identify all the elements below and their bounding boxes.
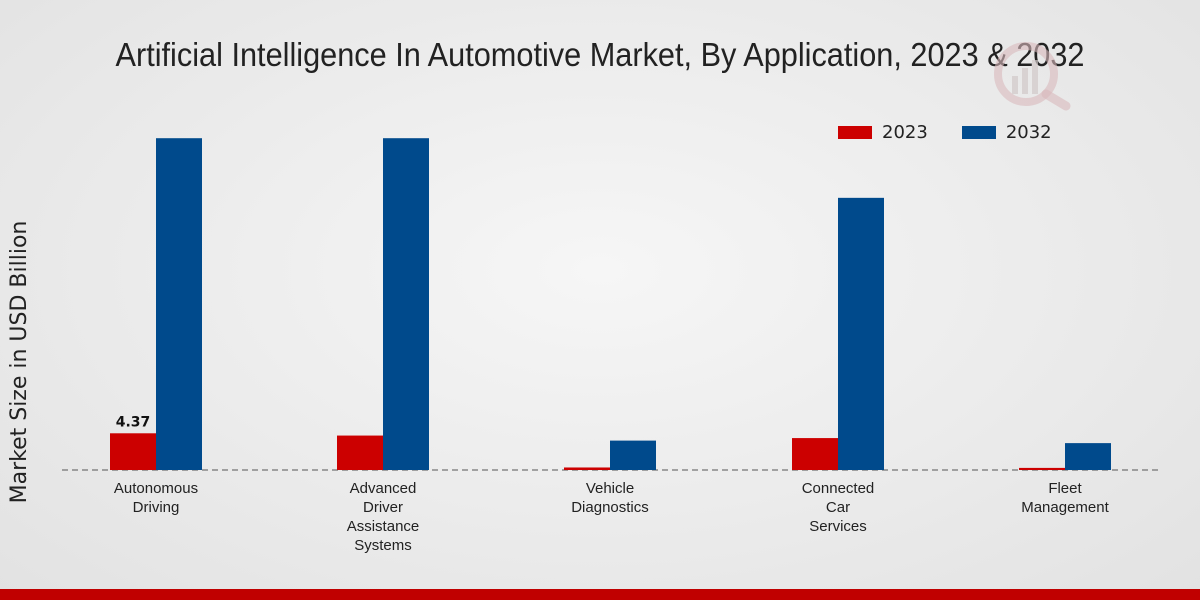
bar-2032-3 — [838, 197, 884, 470]
x-tick-label-0: Autonomous Driving — [114, 480, 198, 516]
bar-2023-2 — [564, 467, 610, 470]
x-tick-label-2: Vehicle Diagnostics — [571, 480, 649, 516]
bar-2032-1 — [383, 138, 429, 470]
chart-legend: 2023 2032 — [838, 122, 1086, 143]
legend-label-2032: 2032 — [1005, 122, 1052, 143]
chart-title: Artificial Intelligence In Automotive Ma… — [115, 36, 1085, 73]
bar-2032-2 — [610, 440, 656, 470]
legend-label-2023: 2023 — [882, 122, 928, 143]
y-axis-label: Market Size in USD Billion — [7, 221, 32, 504]
legend-item-2023: 2023 — [838, 122, 928, 143]
bar-2032-0 — [156, 138, 202, 470]
bar-2023-3 — [792, 438, 838, 470]
bar-2023-0 — [110, 433, 156, 470]
bar-2032-4 — [1065, 443, 1111, 470]
x-tick-label-3: Connected Car Services — [802, 480, 875, 535]
bar-2023-1 — [337, 435, 383, 470]
footer-accent-bar — [0, 589, 1200, 600]
legend-swatch-2023 — [838, 126, 872, 139]
x-tick-label-1: Advanced Driver Assistance Systems — [347, 480, 420, 554]
x-tick-label-4: Fleet Management — [1021, 480, 1109, 516]
data-label-0-0: 4.37 — [116, 414, 151, 430]
bar-2023-4 — [1019, 467, 1065, 470]
brand-logo-watermark — [990, 36, 1074, 116]
legend-item-2032: 2032 — [961, 122, 1052, 143]
legend-swatch-2032 — [961, 126, 996, 139]
